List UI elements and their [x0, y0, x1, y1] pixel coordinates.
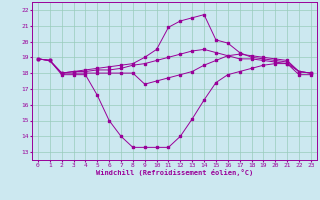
X-axis label: Windchill (Refroidissement éolien,°C): Windchill (Refroidissement éolien,°C) [96, 169, 253, 176]
